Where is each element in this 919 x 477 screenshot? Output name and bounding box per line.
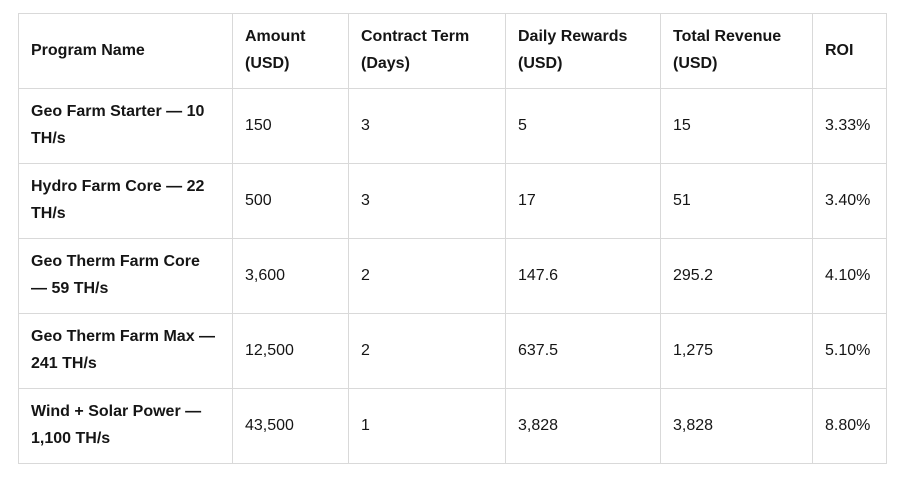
cell-total-revenue: 3,828 [660,388,813,464]
cell-contract-term: 3 [348,163,506,239]
cell-daily-rewards: 5 [505,88,661,164]
column-header-contract-term: Contract Term (Days) [348,13,506,89]
table-row: Geo Therm Farm Core — 59 TH/s 3,600 2 14… [18,238,887,314]
table-row: Geo Farm Starter — 10 TH/s 150 3 5 15 3.… [18,88,887,164]
cell-program-name: Wind + Solar Power — 1,100 TH/s [18,388,233,464]
column-header-daily-rewards: Daily Rewards (USD) [505,13,661,89]
cell-total-revenue: 1,275 [660,313,813,389]
cell-amount: 500 [232,163,349,239]
cell-program-name: Geo Therm Farm Max — 241 TH/s [18,313,233,389]
cell-total-revenue: 295.2 [660,238,813,314]
cell-amount: 43,500 [232,388,349,464]
cell-daily-rewards: 17 [505,163,661,239]
cell-roi: 3.33% [812,88,887,164]
mining-programs-table: Program Name Amount (USD) Contract Term … [18,13,887,464]
column-header-amount-usd: Amount (USD) [232,13,349,89]
cell-roi: 3.40% [812,163,887,239]
cell-contract-term: 2 [348,313,506,389]
column-header-program-name: Program Name [18,13,233,89]
cell-program-name: Hydro Farm Core — 22 TH/s [18,163,233,239]
cell-roi: 4.10% [812,238,887,314]
cell-contract-term: 2 [348,238,506,314]
cell-amount: 150 [232,88,349,164]
table-row: Wind + Solar Power — 1,100 TH/s 43,500 1… [18,388,887,464]
column-header-roi: ROI [812,13,887,89]
column-header-total-revenue: Total Revenue (USD) [660,13,813,89]
cell-program-name: Geo Farm Starter — 10 TH/s [18,88,233,164]
cell-contract-term: 1 [348,388,506,464]
cell-amount: 3,600 [232,238,349,314]
header-row: Program Name Amount (USD) Contract Term … [18,13,887,89]
table-row: Geo Therm Farm Max — 241 TH/s 12,500 2 6… [18,313,887,389]
cell-daily-rewards: 3,828 [505,388,661,464]
cell-roi: 5.10% [812,313,887,389]
cell-total-revenue: 15 [660,88,813,164]
cell-daily-rewards: 147.6 [505,238,661,314]
table-row: Hydro Farm Core — 22 TH/s 500 3 17 51 3.… [18,163,887,239]
cell-amount: 12,500 [232,313,349,389]
cell-contract-term: 3 [348,88,506,164]
cell-roi: 8.80% [812,388,887,464]
cell-daily-rewards: 637.5 [505,313,661,389]
cell-total-revenue: 51 [660,163,813,239]
mining-programs-table-container: Program Name Amount (USD) Contract Term … [18,13,887,464]
cell-program-name: Geo Therm Farm Core — 59 TH/s [18,238,233,314]
